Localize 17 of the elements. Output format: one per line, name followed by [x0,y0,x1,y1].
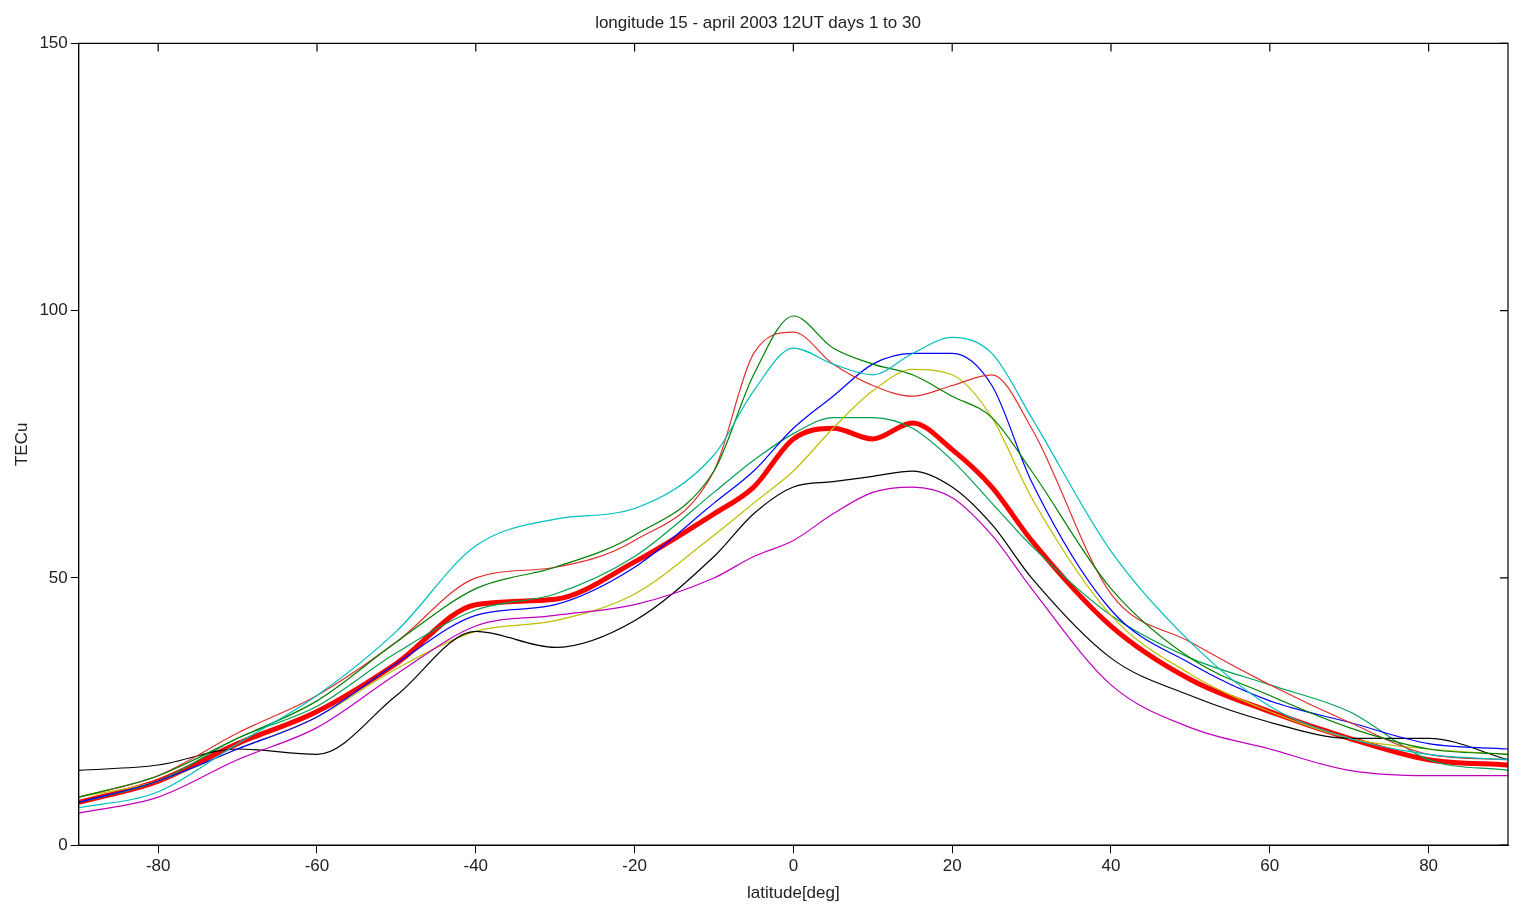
y-axis-title: TECu [11,422,31,467]
chart-title: longitude 15 - april 2003 12UT days 1 to 30 [595,12,921,32]
x-tick-label: 40 [1101,856,1121,876]
y-tick-label: 100 [39,300,68,320]
x-axis-title: latitude[deg] [747,883,840,903]
x-tick-label: -60 [304,856,330,876]
x-tick-label: -20 [622,856,647,876]
x-tick-label: 80 [1419,856,1439,876]
y-tick-label: 150 [39,33,68,53]
x-tick-label: 0 [788,856,799,876]
line-series [78,486,1508,814]
y-tick-label: 0 [58,834,68,854]
x-tick-label: 20 [942,856,962,876]
x-tick-label: -40 [463,856,489,876]
y-tick-label: 50 [48,567,68,587]
x-tick-label: -80 [145,856,171,876]
x-tick-label: 60 [1260,856,1280,876]
